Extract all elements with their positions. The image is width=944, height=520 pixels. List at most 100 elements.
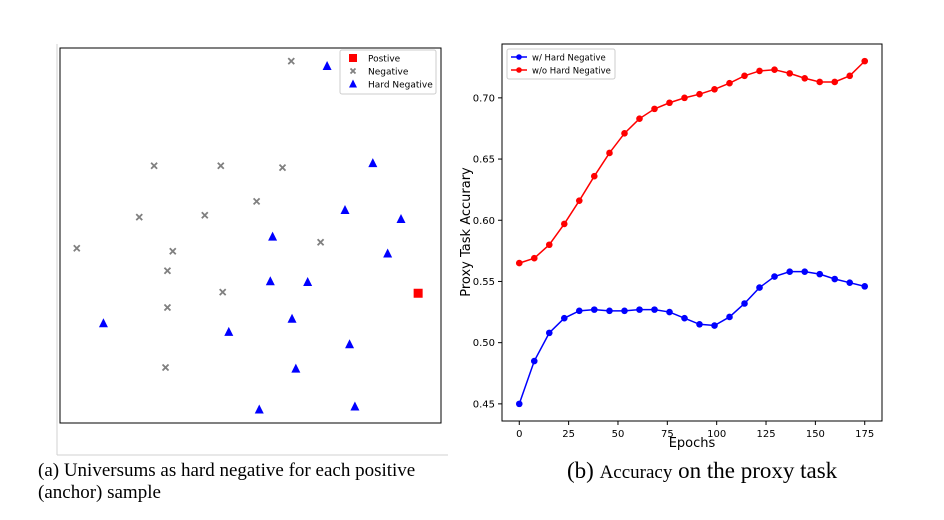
x-axis-label: Epochs (669, 436, 716, 451)
w-o-hard-negative-point (590, 172, 598, 180)
w-o-hard-negative-point (711, 85, 718, 93)
hard-negative-point (322, 61, 332, 70)
y-axis-label: Proxy Task Accurary (459, 167, 474, 297)
hard-negative-point (254, 404, 264, 414)
negative-point (316, 238, 325, 246)
w-hard-negative-point (831, 275, 839, 283)
legend-marker (349, 79, 357, 88)
w-hard-negative-point (726, 313, 733, 321)
w-hard-negative-point (816, 270, 824, 278)
hard-negative-point (224, 326, 234, 336)
w-hard-negative-point (621, 307, 628, 315)
hard-negative-point (345, 339, 355, 349)
w-o-hard-negative-point (621, 130, 628, 137)
w-o-hard-negative-point (530, 254, 538, 262)
legend-label: Negative (368, 68, 409, 78)
y-tick-label: 0.55 (473, 277, 495, 288)
w-o-hard-negative-point (606, 149, 613, 157)
x-tick-label: 25 (562, 429, 575, 440)
w-hard-negative-point (711, 322, 718, 329)
w-o-hard-negative-point (801, 74, 809, 82)
w-hard-negative-point (515, 400, 523, 408)
w-hard-negative-line (518, 270, 865, 405)
hard-negative-point (265, 276, 275, 286)
w-o-hard-negative-point (861, 57, 869, 65)
w-hard-negative-point (681, 314, 688, 322)
w-o-hard-negative-point (846, 72, 854, 80)
negative-point (201, 211, 209, 219)
caption-b-prefix: (b) (567, 458, 600, 483)
negative-point (278, 163, 287, 172)
w-o-hard-negative-point (651, 105, 658, 113)
w-hard-negative-point (545, 329, 553, 337)
postive-point (413, 288, 423, 298)
plot-frame (501, 43, 883, 422)
legend-label: w/ Hard Negative (532, 54, 606, 64)
legend-marker (516, 54, 522, 60)
w-o-hard-negative-point (756, 67, 763, 75)
hard-negative-point (268, 231, 278, 241)
negative-point (252, 197, 261, 206)
w-hard-negative-point (666, 308, 673, 316)
caption-b-suffix: on the proxy task (672, 458, 838, 483)
w-o-hard-negative-point (786, 70, 794, 77)
legend: Postive Negative Hard Negative (339, 49, 437, 95)
w-hard-negative-point (590, 306, 598, 313)
x-tick-label: 0 (516, 429, 522, 440)
legend-marker (516, 67, 522, 73)
w-hard-negative-point (575, 307, 583, 315)
w-hard-negative-point (786, 268, 794, 275)
w-o-hard-negative-point (515, 259, 523, 267)
w-hard-negative-point (846, 279, 854, 286)
w-o-hard-negative-point (741, 72, 748, 80)
legend-marker (349, 54, 357, 62)
w-o-hard-negative-point (636, 115, 643, 122)
legend-label: w/o Hard Negative (532, 67, 611, 77)
hard-negative-point (396, 214, 406, 223)
w-o-hard-negative-point (831, 78, 839, 86)
w-hard-negative-point (636, 306, 643, 313)
w-hard-negative-point (861, 283, 869, 290)
legend-label: Hard Negative (368, 81, 433, 91)
w-hard-negative-point (651, 306, 658, 313)
negative-point (135, 213, 143, 221)
w-o-hard-negative-point (816, 78, 824, 86)
x-tick-label: 100 (707, 429, 726, 440)
legend-label: Postive (368, 55, 401, 65)
axes: 0 25 50 75 100 125 150 175 0.45 0.50 0.55 0.60 0.65 0… (473, 93, 875, 440)
w-o-hard-negative-line (519, 60, 866, 264)
negative-point (219, 288, 227, 296)
scatter-points (73, 57, 423, 414)
caption-b-small: Accuracy (599, 462, 673, 483)
w-o-hard-negative-point (726, 79, 733, 87)
negative-point (217, 162, 225, 170)
series-lines (515, 57, 869, 408)
hard-negative-point (340, 205, 350, 214)
legend: w/ Hard Negative w/o Hard Negative (506, 48, 616, 80)
hard-negative-point (98, 318, 108, 328)
w-o-hard-negative-point (560, 220, 568, 228)
hard-negative-point (383, 248, 393, 258)
hard-negative-point (291, 363, 301, 373)
y-tick-label: 0.45 (473, 399, 495, 410)
hard-negative-point (350, 401, 360, 411)
x-tick-label: 150 (806, 429, 825, 440)
legend-box (506, 48, 616, 80)
negative-point (163, 267, 172, 275)
w-hard-negative-point (771, 273, 778, 280)
y-tick-label: 0.50 (473, 338, 495, 349)
y-tick-label: 0.65 (473, 155, 495, 166)
w-hard-negative-point (756, 284, 763, 291)
w-o-hard-negative-point (666, 99, 673, 107)
legend-box (339, 49, 437, 95)
w-o-hard-negative-point (771, 66, 778, 74)
w-o-hard-negative-point (696, 90, 703, 98)
plot-frame (59, 47, 442, 424)
x-tick-label: 125 (756, 429, 775, 440)
y-tick-label: 0.60 (473, 216, 495, 227)
w-hard-negative-point (801, 268, 809, 275)
w-hard-negative-point (560, 314, 568, 322)
caption-a: (a) Universums as hard negative for each… (38, 460, 416, 503)
